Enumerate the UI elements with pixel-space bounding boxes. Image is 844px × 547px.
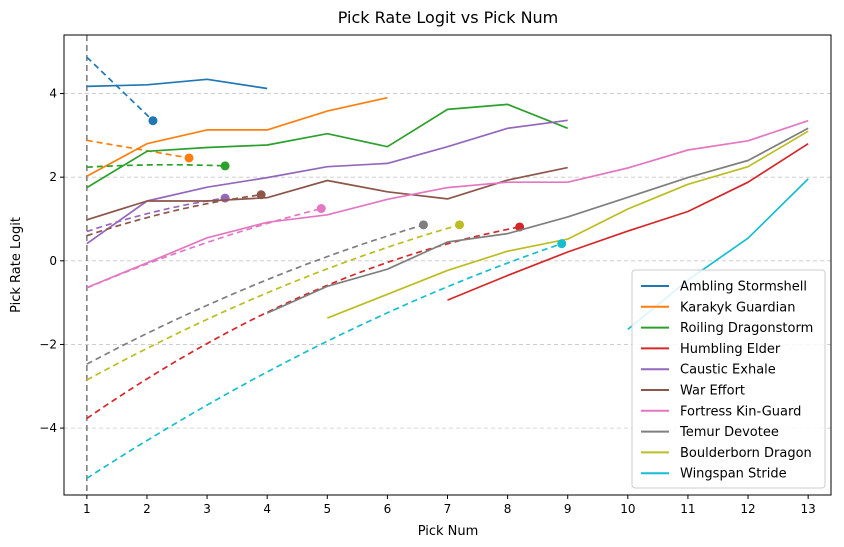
- legend-label: Roiling Dragonstorm: [680, 321, 813, 336]
- series-endpoint-marker: [220, 161, 230, 171]
- series-line: [86, 103, 569, 189]
- legend-label: Humbling Elder: [680, 342, 781, 357]
- x-tick-label: 7: [444, 502, 452, 516]
- x-tick-label: 12: [740, 502, 755, 516]
- legend-label: War Effort: [680, 384, 745, 399]
- legend-label: Wingspan Stride: [680, 467, 787, 482]
- series-fit-curve: [86, 224, 460, 381]
- series-endpoint-marker: [220, 193, 230, 203]
- series-fit-curve: [86, 139, 190, 159]
- y-tick-label: 0: [49, 254, 57, 268]
- series-line: [86, 119, 568, 245]
- legend-label: Temur Devotee: [679, 425, 779, 440]
- series-endpoint-marker: [418, 220, 428, 230]
- y-tick-label: −4: [39, 421, 57, 435]
- x-tick-label: 13: [801, 502, 816, 516]
- series-layer: [86, 56, 809, 480]
- x-tick-label: 1: [83, 502, 91, 516]
- y-axis-label: Pick Rate Logit: [9, 217, 24, 313]
- y-tick-label: 4: [49, 87, 57, 101]
- x-tick-label: 8: [504, 502, 512, 516]
- series-fit-curve: [86, 226, 520, 420]
- series-endpoint-marker: [256, 190, 266, 200]
- series-line: [86, 119, 809, 289]
- series-fit-curve: [86, 224, 424, 365]
- series-fit-curve: [86, 197, 226, 233]
- series-fit-curve: [86, 242, 562, 480]
- series-endpoint-marker: [184, 153, 194, 163]
- x-tick-label: 5: [323, 502, 331, 516]
- series-fit-curve: [86, 163, 226, 168]
- series-endpoint-marker: [455, 220, 465, 230]
- legend-label: Caustic Exhale: [680, 363, 776, 378]
- series-endpoint-marker: [316, 204, 326, 214]
- series-line: [326, 130, 809, 319]
- x-tick-label: 11: [680, 502, 695, 516]
- series-fit-curve: [86, 193, 262, 237]
- series-line: [86, 166, 568, 221]
- x-tick-label: 4: [263, 502, 271, 516]
- x-tick-label: 2: [143, 502, 151, 516]
- y-tick-label: −2: [39, 337, 57, 351]
- x-axis-label: Pick Num: [418, 524, 479, 539]
- y-tick-label: 2: [49, 170, 57, 184]
- series-fit-curve: [86, 207, 322, 289]
- chart-title: Pick Rate Logit vs Pick Num: [338, 8, 559, 27]
- series-line: [266, 127, 809, 314]
- x-tick-label: 9: [564, 502, 572, 516]
- legend-label: Fortress Kin-Guard: [680, 404, 801, 419]
- x-tick-label: 3: [203, 502, 211, 516]
- series-fit-curve: [86, 56, 154, 122]
- legend-label: Ambling Stormshell: [680, 280, 807, 295]
- x-tick-label: 6: [384, 502, 392, 516]
- legend-box: [631, 269, 826, 489]
- series-endpoint-marker: [148, 116, 158, 126]
- legend-label: Karakyk Guardian: [680, 300, 795, 315]
- legend-label: Boulderborn Dragon: [680, 446, 812, 461]
- series-line: [447, 142, 809, 301]
- x-tick-label: 10: [620, 502, 635, 516]
- legend: Ambling Stormshell Karakyk Guardian Roilin…: [631, 269, 826, 489]
- series-endpoint-marker: [557, 239, 567, 249]
